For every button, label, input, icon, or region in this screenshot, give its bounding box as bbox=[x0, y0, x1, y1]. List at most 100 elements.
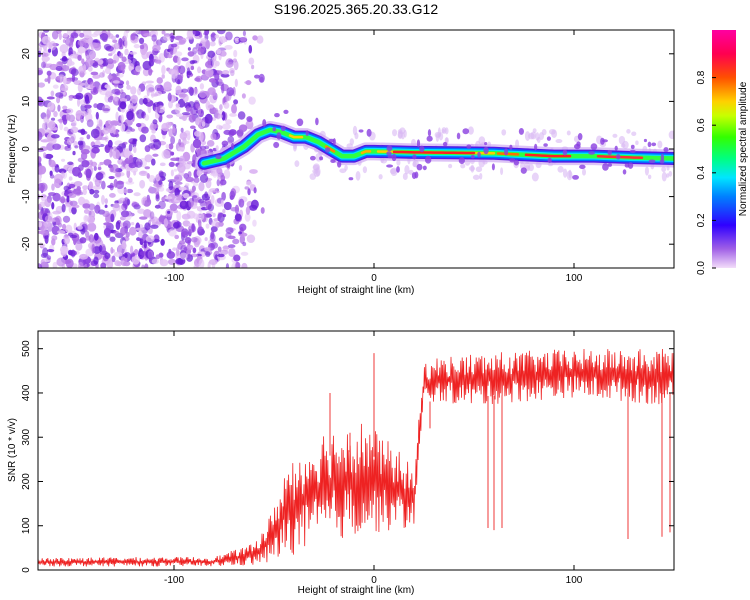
noise-blob bbox=[198, 181, 205, 192]
noise-blob bbox=[43, 30, 50, 33]
ridge-speck bbox=[283, 109, 289, 114]
noise-blob bbox=[234, 204, 240, 215]
noise-blob bbox=[435, 133, 440, 142]
noise-blob bbox=[195, 117, 202, 123]
noise-blob bbox=[227, 244, 236, 249]
noise-blob bbox=[174, 51, 183, 57]
noise-blob bbox=[125, 129, 131, 134]
noise-blob bbox=[133, 192, 141, 197]
noise-blob bbox=[313, 168, 320, 177]
noise-blob bbox=[38, 263, 43, 268]
noise-blob bbox=[104, 67, 111, 74]
noise-blob bbox=[206, 140, 215, 147]
x-tick-label: -100 bbox=[164, 575, 184, 586]
noise-blob bbox=[106, 85, 112, 96]
noise-blob bbox=[215, 145, 219, 151]
ridge-speck bbox=[466, 144, 472, 149]
noise-blob bbox=[66, 138, 73, 146]
noise-blob bbox=[192, 195, 198, 199]
noise-blob bbox=[238, 164, 243, 171]
noise-blob bbox=[59, 245, 69, 254]
noise-blob bbox=[248, 57, 255, 65]
noise-blob bbox=[122, 220, 131, 229]
noise-blob bbox=[126, 84, 131, 90]
noise-blob bbox=[174, 181, 183, 185]
noise-blob bbox=[232, 58, 238, 63]
ridge-speck bbox=[622, 169, 627, 175]
noise-blob bbox=[102, 210, 110, 218]
noise-blob bbox=[38, 230, 46, 235]
noise-blob bbox=[86, 263, 90, 267]
noise-blob bbox=[43, 52, 49, 57]
noise-blob bbox=[209, 233, 216, 243]
noise-blob bbox=[58, 32, 62, 41]
noise-blob bbox=[77, 140, 84, 146]
noise-blob bbox=[102, 127, 110, 135]
noise-blob bbox=[152, 153, 159, 157]
noise-blob bbox=[49, 174, 55, 179]
ridge-speck bbox=[228, 130, 235, 137]
noise-blob bbox=[79, 137, 84, 141]
colorbar-tick-label: 0.8 bbox=[696, 70, 707, 84]
noise-blob bbox=[52, 261, 58, 268]
noise-blob bbox=[76, 186, 81, 191]
ridge-speck bbox=[386, 164, 394, 168]
noise-blob bbox=[41, 56, 49, 63]
noise-blob bbox=[248, 96, 256, 105]
ridge-speck bbox=[332, 138, 336, 146]
noise-blob bbox=[109, 236, 116, 242]
ridge-speck bbox=[280, 125, 286, 132]
noise-blob bbox=[220, 73, 230, 78]
noise-blob bbox=[129, 226, 137, 236]
noise-blob bbox=[104, 252, 111, 260]
noise-blob bbox=[178, 186, 187, 191]
noise-blob bbox=[186, 36, 194, 40]
ridge-speck bbox=[577, 133, 583, 141]
noise-blob bbox=[72, 150, 76, 156]
noise-blob bbox=[89, 188, 95, 195]
noise-blob bbox=[192, 247, 197, 254]
noise-blob bbox=[57, 230, 66, 234]
ridge-speck bbox=[422, 165, 427, 171]
ridge-speck bbox=[396, 166, 400, 173]
noise-blob bbox=[152, 44, 161, 52]
noise-blob bbox=[93, 232, 99, 241]
noise-blob bbox=[238, 198, 245, 208]
noise-blob bbox=[180, 127, 184, 133]
noise-blob bbox=[107, 58, 114, 65]
ridge-speck bbox=[276, 132, 282, 140]
noise-blob bbox=[46, 120, 56, 130]
noise-blob bbox=[210, 194, 215, 205]
noise-blob bbox=[362, 166, 368, 174]
snr-series-line bbox=[38, 348, 674, 567]
noise-blob bbox=[221, 83, 225, 94]
noise-blob bbox=[444, 127, 449, 135]
noise-blob bbox=[178, 39, 186, 45]
noise-blob bbox=[66, 195, 70, 203]
noise-blob bbox=[192, 213, 199, 220]
noise-blob bbox=[179, 72, 184, 80]
noise-blob bbox=[294, 160, 300, 167]
noise-blob bbox=[54, 178, 62, 189]
noise-blob bbox=[61, 55, 68, 62]
noise-blob bbox=[242, 241, 247, 247]
noise-blob bbox=[165, 144, 170, 149]
noise-blob bbox=[161, 149, 171, 160]
noise-blob bbox=[161, 74, 165, 79]
ridge-speck bbox=[414, 171, 419, 179]
noise-blob bbox=[93, 165, 97, 171]
noise-blob bbox=[250, 199, 259, 209]
noise-blob bbox=[82, 185, 89, 190]
noise-blob bbox=[70, 126, 79, 134]
noise-blob bbox=[176, 210, 182, 221]
noise-blob bbox=[173, 222, 180, 229]
noise-blob bbox=[69, 234, 78, 239]
noise-blob bbox=[163, 218, 169, 227]
noise-blob bbox=[137, 208, 146, 214]
noise-blob bbox=[129, 51, 138, 55]
noise-blob bbox=[84, 215, 90, 221]
noise-blob bbox=[199, 200, 208, 207]
noise-blob bbox=[219, 50, 227, 57]
